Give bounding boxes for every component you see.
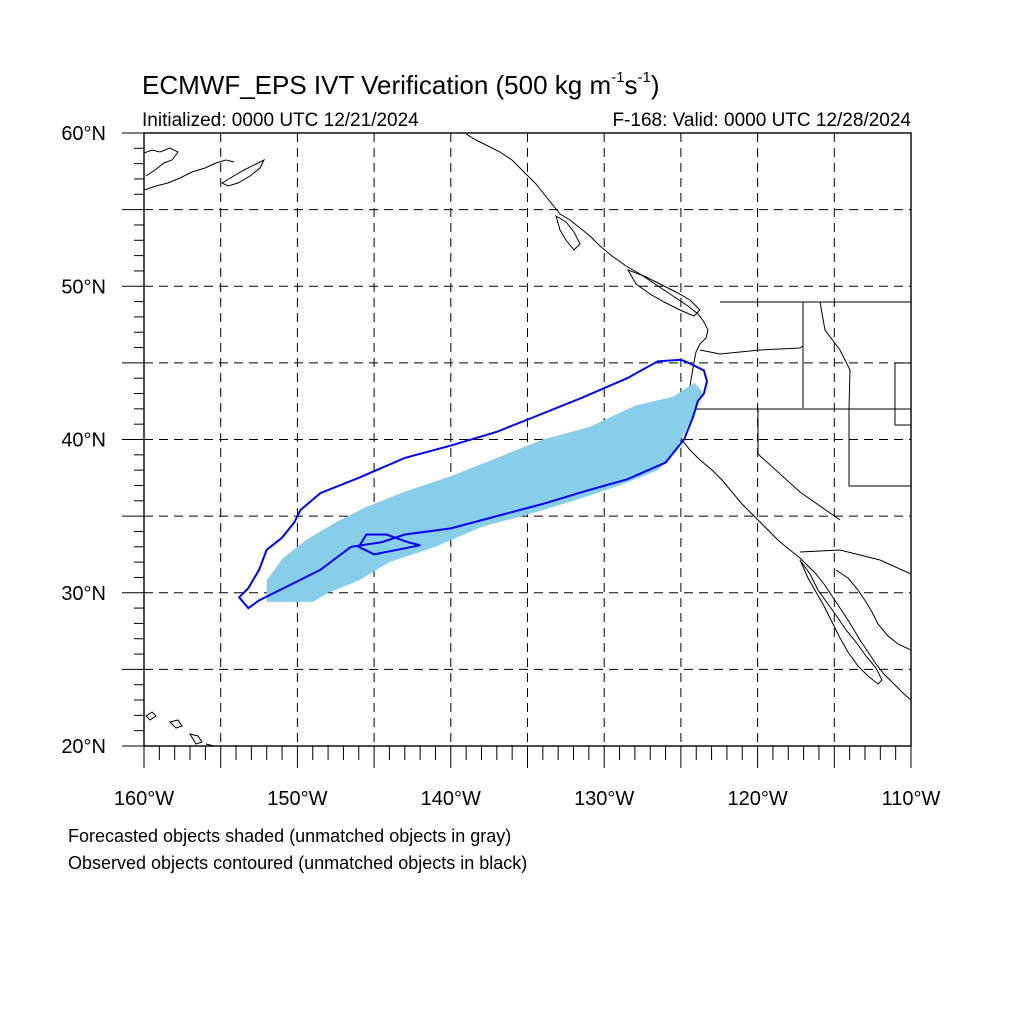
lat-label: 60°N bbox=[61, 123, 106, 145]
map-title: ECMWF_EPS IVT Verification (500 kg m-1s-… bbox=[142, 69, 660, 101]
forecast-object-shading bbox=[266, 382, 703, 602]
longitude-labels: 160°W 150°W 140°W 130°W 120°W 110°W bbox=[114, 788, 941, 810]
lon-label: 130°W bbox=[574, 788, 634, 810]
lon-label: 120°W bbox=[727, 788, 787, 810]
lat-label: 50°N bbox=[61, 276, 106, 298]
state-border-wa-or bbox=[699, 345, 804, 355]
forecast-legend-note: Forecasted objects shaded (unmatched obj… bbox=[68, 826, 512, 846]
forecast-objects-layer bbox=[266, 382, 703, 602]
lon-label: 150°W bbox=[267, 788, 327, 810]
latitude-labels: 60°N 50°N 40°N 30°N 20°N bbox=[61, 123, 106, 758]
haida-gwaii bbox=[555, 214, 581, 251]
us-mexico-border bbox=[799, 549, 911, 575]
title-main: ECMWF_EPS IVT Verification (500 kg m bbox=[142, 70, 612, 100]
initialized-label: Initialized: 0000 UTC 12/21/2024 bbox=[142, 110, 419, 131]
axis-ticks bbox=[122, 132, 912, 768]
lon-label: 110°W bbox=[882, 788, 941, 810]
state-border-mt-id bbox=[819, 301, 851, 410]
state-border-wy bbox=[894, 362, 911, 426]
observed-legend-note: Observed objects contoured (unmatched ob… bbox=[68, 853, 528, 873]
title-mid: s bbox=[624, 70, 638, 100]
state-border-ca-nv bbox=[757, 409, 841, 521]
alaska-coastline bbox=[144, 147, 266, 191]
observed-object-contour-2 bbox=[357, 533, 421, 556]
vancouver-island bbox=[626, 269, 701, 317]
observed-objects-layer bbox=[237, 358, 709, 610]
hawaii-islands bbox=[145, 711, 215, 746]
title-exponent-1: -1 bbox=[611, 69, 625, 87]
observed-object-contour-1 bbox=[237, 358, 709, 610]
lat-label: 20°N bbox=[61, 736, 106, 758]
coastlines-and-borders bbox=[144, 133, 911, 746]
title-end: ) bbox=[650, 70, 660, 100]
baja-california-coast bbox=[799, 559, 911, 685]
lon-label: 140°W bbox=[421, 788, 481, 810]
valid-time-label: F-168: Valid: 0000 UTC 12/28/2024 bbox=[612, 110, 911, 131]
map-frame bbox=[143, 132, 912, 747]
state-border-nv-ut bbox=[848, 409, 911, 487]
lat-label: 40°N bbox=[61, 430, 106, 452]
graticule-grid bbox=[144, 133, 911, 746]
lon-label: 160°W bbox=[114, 788, 174, 810]
title-exponent-2: -1 bbox=[637, 69, 651, 87]
lat-label: 30°N bbox=[61, 583, 106, 605]
